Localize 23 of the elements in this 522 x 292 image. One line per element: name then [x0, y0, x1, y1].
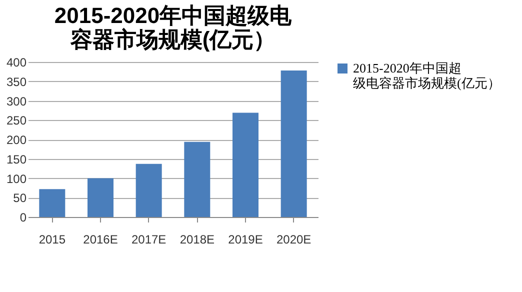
x-tick-label: 2020E	[276, 232, 312, 246]
chart-title: 2015-2020年中国超级电容器市场规模(亿元）	[54, 3, 293, 52]
bar	[184, 142, 210, 217]
legend-label: 2015-2020年中国超级电容器市场规模(亿元）	[353, 60, 500, 90]
y-tick-label: 400	[6, 56, 27, 70]
x-tick-label: 2015	[38, 232, 66, 246]
y-tick-label: 150	[6, 152, 27, 166]
bar	[232, 112, 258, 217]
x-tick-label: 2017E	[131, 232, 166, 246]
y-tick-label: 100	[6, 172, 27, 186]
x-tick-label: 2019E	[228, 232, 263, 246]
x-tick-label: 2016E	[83, 232, 118, 246]
bar	[136, 164, 162, 217]
bar	[88, 178, 114, 217]
y-tick-label: 300	[6, 94, 27, 108]
bar	[39, 189, 66, 217]
y-tick-label: 250	[6, 114, 27, 128]
y-tick-label: 0	[20, 210, 27, 224]
y-tick-label: 50	[13, 191, 27, 206]
y-tick-label: 350	[6, 74, 27, 89]
y-tick-label: 200	[6, 133, 27, 147]
bar	[280, 70, 307, 217]
x-tick-label: 2018E	[180, 232, 215, 246]
